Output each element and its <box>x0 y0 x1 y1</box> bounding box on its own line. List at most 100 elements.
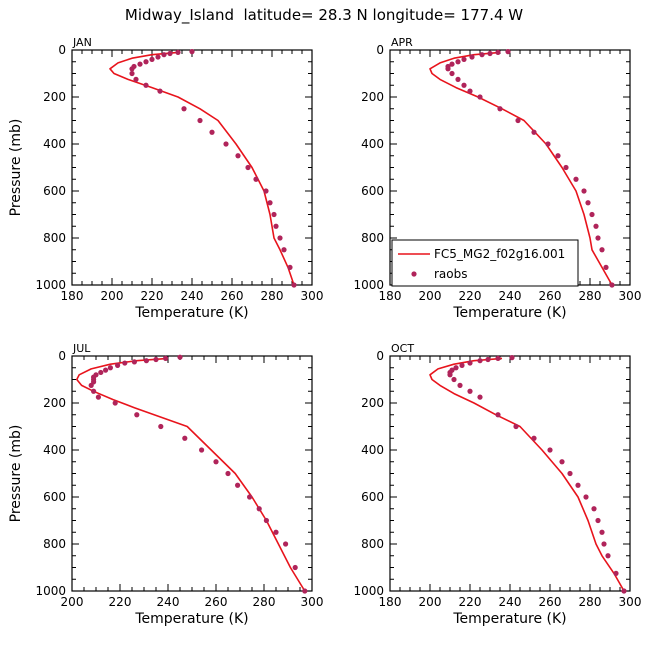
raobs-point-jan <box>129 70 135 77</box>
x-tick-label-jan: 300 <box>301 289 324 303</box>
raobs-point-jan <box>287 264 293 270</box>
y-tick-label-apr: 600 <box>361 184 384 198</box>
raobs-point-oct <box>457 382 463 388</box>
raobs-point-jan <box>157 88 163 94</box>
raobs-point-jul <box>163 355 169 361</box>
raobs-point-apr <box>563 164 569 171</box>
panel-label-jul: JUL <box>72 342 91 355</box>
y-tick-label-jan: 200 <box>43 90 66 104</box>
raobs-point-oct <box>513 423 519 430</box>
raobs-point-apr <box>461 82 467 88</box>
x-axis-title-oct: Temperature (K) <box>452 611 566 627</box>
x-tick-label-oct: 220 <box>459 595 482 609</box>
x-tick-label-jan: 280 <box>261 289 284 303</box>
raobs-point-oct <box>559 459 565 465</box>
raobs-point-apr <box>469 54 475 60</box>
raobs-point-oct <box>605 553 611 559</box>
raobs-point-jul <box>263 517 269 524</box>
raobs-point-jan <box>253 176 259 182</box>
raobs-point-jan <box>189 49 195 55</box>
raobs-point-jul <box>225 470 231 477</box>
raobs-point-jul <box>122 360 128 366</box>
x-tick-label-jul: 220 <box>109 595 132 609</box>
raobs-point-jul <box>235 482 241 488</box>
raobs-point-oct <box>621 588 627 594</box>
raobs-point-oct <box>567 470 573 477</box>
raobs-point-jul <box>107 365 113 371</box>
raobs-point-oct <box>451 376 457 383</box>
raobs-point-apr <box>477 94 483 100</box>
raobs-point-jul <box>131 359 137 365</box>
raobs-point-oct <box>485 356 491 363</box>
raobs-point-jul <box>88 382 94 388</box>
legend-model-label: FC5_MG2_f02g16.001 <box>434 247 565 261</box>
raobs-point-apr <box>603 264 609 270</box>
raobs-point-jan <box>277 235 283 241</box>
raobs-point-oct <box>495 412 501 418</box>
x-tick-label-apr: 300 <box>619 289 642 303</box>
raobs-point-jul <box>182 435 188 441</box>
raobs-point-jan <box>263 188 269 194</box>
raobs-point-oct <box>459 362 465 368</box>
raobs-point-oct <box>591 506 597 512</box>
x-tick-label-apr: 200 <box>419 289 442 303</box>
raobs-point-jul <box>95 394 101 400</box>
plot-frame-oct <box>389 355 631 592</box>
raobs-point-apr <box>487 50 493 57</box>
y-tick-label-oct: 200 <box>361 396 384 410</box>
panel-label-jan: JAN <box>72 36 92 49</box>
x-tick-label-jan: 220 <box>141 289 164 303</box>
figure-title: Midway_Island latitude= 28.3 N longitude… <box>124 6 524 24</box>
raobs-point-jul <box>283 541 289 547</box>
raobs-point-apr <box>455 76 461 82</box>
x-tick-label-oct: 180 <box>379 595 402 609</box>
x-tick-label-jul: 300 <box>301 595 324 609</box>
raobs-point-jan <box>175 49 181 55</box>
raobs-point-jul <box>256 506 262 512</box>
raobs-point-oct <box>447 372 453 378</box>
model-profile-line-oct <box>429 357 625 592</box>
raobs-point-jan <box>223 141 229 147</box>
raobs-point-jul <box>302 588 308 594</box>
y-tick-label-jul: 0 <box>58 349 66 363</box>
y-tick-label-oct: 800 <box>361 537 384 551</box>
x-tick-label-jul: 260 <box>205 595 228 609</box>
y-tick-label-jan: 800 <box>43 231 66 245</box>
y-tick-label-oct: 600 <box>361 490 384 504</box>
raobs-point-oct <box>583 494 589 500</box>
raobs-point-jan <box>129 66 135 72</box>
y-tick-label-oct: 0 <box>376 349 384 363</box>
raobs-point-oct <box>613 570 619 576</box>
raobs-point-oct <box>453 365 459 371</box>
raobs-point-jan <box>281 247 287 253</box>
raobs-point-oct <box>477 358 483 364</box>
raobs-point-jul <box>273 529 279 535</box>
y-tick-label-apr: 200 <box>361 90 384 104</box>
x-tick-label-jan: 200 <box>101 289 124 303</box>
raobs-point-apr <box>467 88 473 94</box>
y-tick-label-jan: 0 <box>58 43 66 57</box>
raobs-point-jul <box>158 423 164 430</box>
panel-label-oct: OCT <box>391 342 414 355</box>
raobs-point-oct <box>467 388 473 394</box>
x-tick-label-jul: 240 <box>157 595 180 609</box>
raobs-point-apr <box>497 106 503 112</box>
raobs-point-apr <box>479 52 485 58</box>
raobs-point-oct <box>477 394 483 400</box>
raobs-point-jul <box>247 494 253 500</box>
raobs-point-jul <box>177 354 183 360</box>
raobs-point-apr <box>593 223 599 229</box>
raobs-point-jan <box>155 54 161 60</box>
raobs-point-apr <box>445 66 451 72</box>
x-axis-title-jul: Temperature (K) <box>134 611 248 627</box>
raobs-point-jan <box>137 61 143 67</box>
y-tick-label-jul: 600 <box>43 490 66 504</box>
raobs-point-apr <box>531 129 537 135</box>
x-tick-label-jan: 240 <box>181 289 204 303</box>
x-tick-label-oct: 260 <box>539 595 562 609</box>
raobs-point-oct <box>531 435 537 441</box>
x-tick-label-apr: 220 <box>459 289 482 303</box>
y-tick-label-jan: 400 <box>43 137 66 151</box>
raobs-point-jul <box>143 358 149 364</box>
